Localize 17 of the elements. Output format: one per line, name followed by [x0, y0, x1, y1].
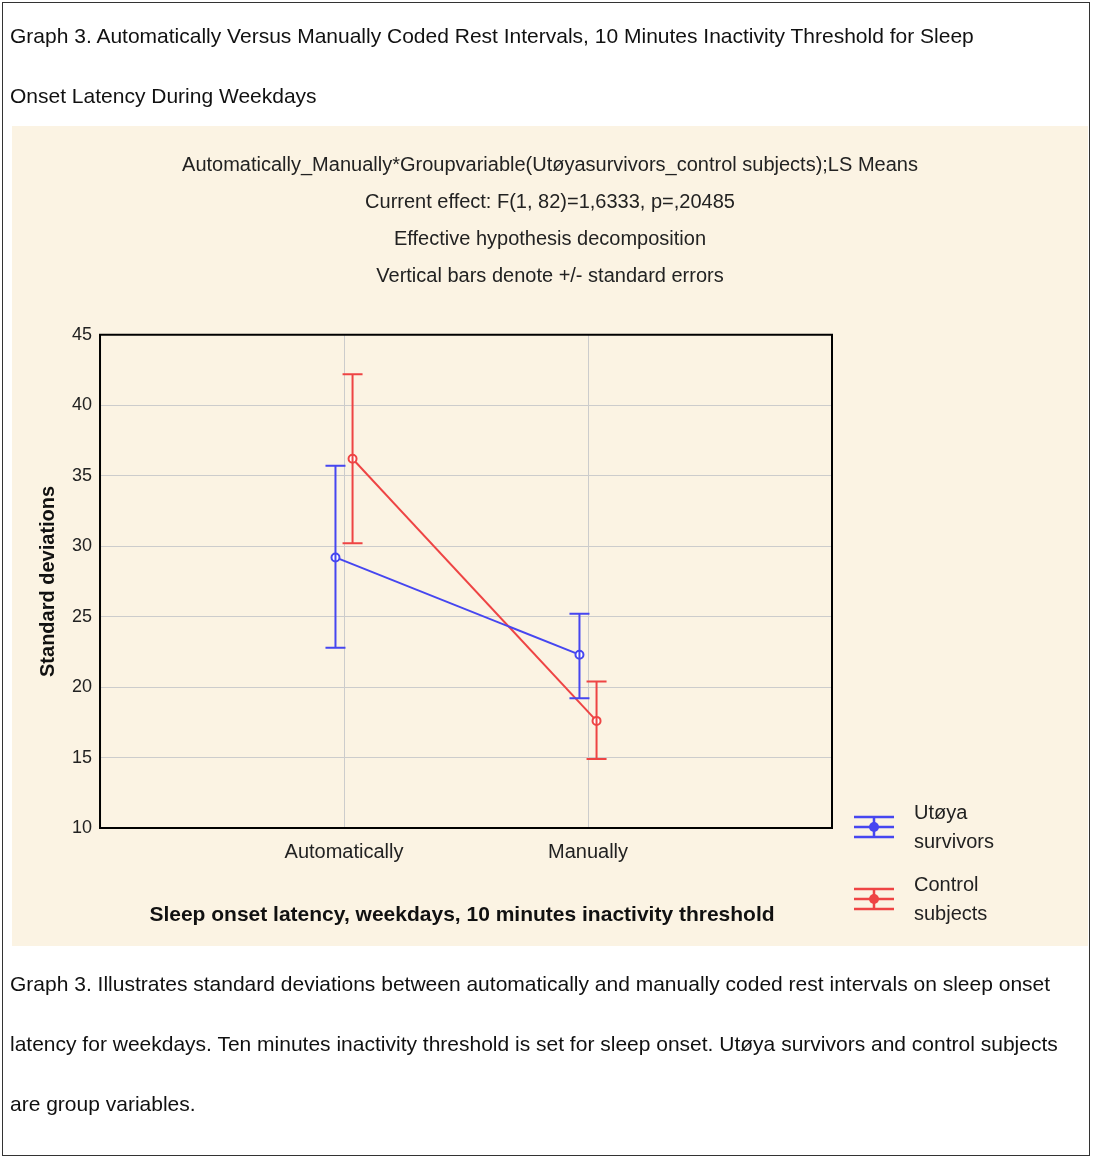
chart-subtitle: Automatically_Manually*Groupvariable(Utøyasurvivors_control subjects);LS Means Current effect: F(1, 82)=1,6333, p=,20485 Effective hypothesis decomposition Vertical bars denote +/- standard errors — [181, 152, 919, 288]
text: Graph 3. Illustrates standard deviations between automatically and manually coded rest intervals on sleep onset latency for weekdays. Ten minutes inactivity threshold is set for sleep onset. Utøya survivors and control subjects are group variables. — [10, 972, 1058, 1115]
legend-label: Control subjects — [914, 872, 989, 926]
y-axis-title: Standard deviations — [35, 485, 58, 677]
y-tick-label: 25 — [71, 605, 93, 626]
x-tick-label: Manually — [547, 839, 629, 862]
chart-title: Graph 3. Automatically Versus Manually Coded Rest Intervals, 10 Minutes Inactivity Threshold for Sleep Onset Latency During Weekdays — [10, 24, 974, 107]
y-tick-label: 45 — [71, 323, 93, 344]
legend-label: Utøya survivors — [914, 800, 995, 854]
y-tick-label: 20 — [71, 676, 93, 697]
x-tick-label: Automatically — [284, 839, 404, 862]
x-axis-title: Sleep onset latency, weekdays, 10 minutes inactivity threshold — [148, 902, 776, 926]
y-tick-label: 15 — [71, 746, 93, 767]
y-tick-label: 35 — [71, 464, 93, 485]
y-tick-label: 40 — [71, 394, 93, 415]
y-tick-label: 10 — [71, 816, 93, 837]
y-tick-label: 30 — [71, 535, 93, 556]
